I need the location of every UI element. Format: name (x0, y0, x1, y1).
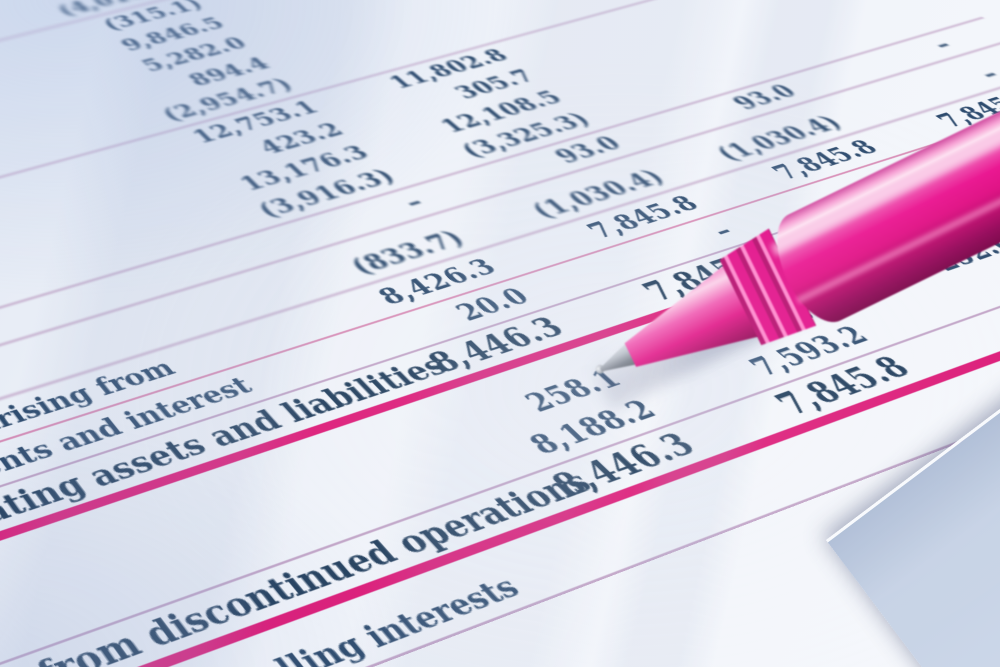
cell-value (564, 500, 768, 577)
